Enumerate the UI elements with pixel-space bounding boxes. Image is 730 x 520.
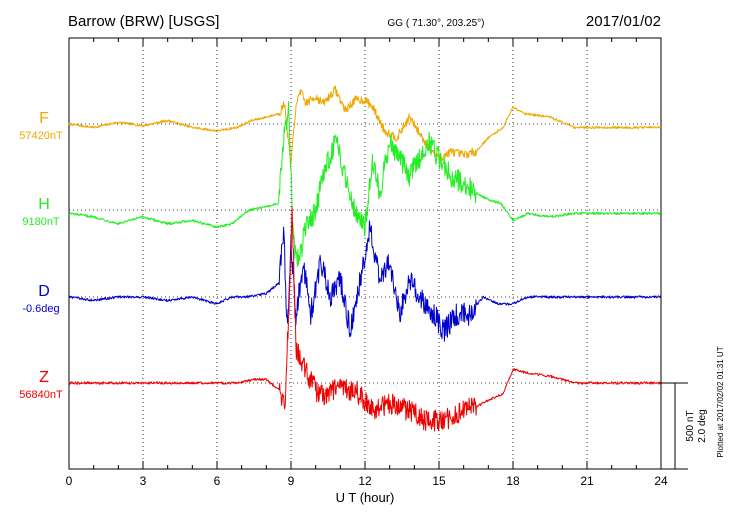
series-name-f: F [39,110,49,127]
date-label: 2017/01/02 [586,13,661,30]
x-axis-title: U T (hour) [336,490,395,505]
x-tick-label: 21 [580,474,594,488]
scale-bar-deg: 2.0 deg [697,409,708,442]
x-tick-label: 15 [432,474,446,488]
grid-layer [69,38,661,469]
series-line-f [68,85,662,165]
x-tick-label: 9 [288,474,295,488]
x-tick-label: 12 [358,474,372,488]
plotted-at-label: Plotted at 2017/02/02 01:31 UT [716,346,725,457]
series-label-layer: F 57420nT H 9180nT D -0.6deg Z 56840nT [19,110,63,401]
x-tick-label: 3 [140,474,147,488]
series-baseline-h: 9180nT [22,216,60,228]
series-name-h: H [38,196,50,213]
scale-bar: 500 nT 2.0 deg [661,382,708,470]
series-baseline-z: 56840nT [19,389,63,401]
x-tick-label: 6 [214,474,221,488]
x-tick-label: 24 [654,474,668,488]
series-line-h [68,101,661,267]
x-tick-label: 18 [506,474,520,488]
series-line-z [68,206,662,432]
x-tick-label: 0 [66,474,73,488]
series-layer [68,85,662,432]
series-baseline-f: 57420nT [19,130,63,142]
tick-layer: 0 3 6 9 12 15 18 21 24 [66,38,668,488]
station-title: Barrow (BRW) [USGS] [68,13,219,30]
series-baseline-d: -0.6deg [22,303,59,315]
series-name-z: Z [39,369,49,386]
scale-bar-nt: 500 nT [685,410,696,441]
series-name-d: D [38,283,50,300]
series-line-d [68,220,662,342]
coordinates-label: GG ( 71.30°, 203.25°) [388,18,485,29]
